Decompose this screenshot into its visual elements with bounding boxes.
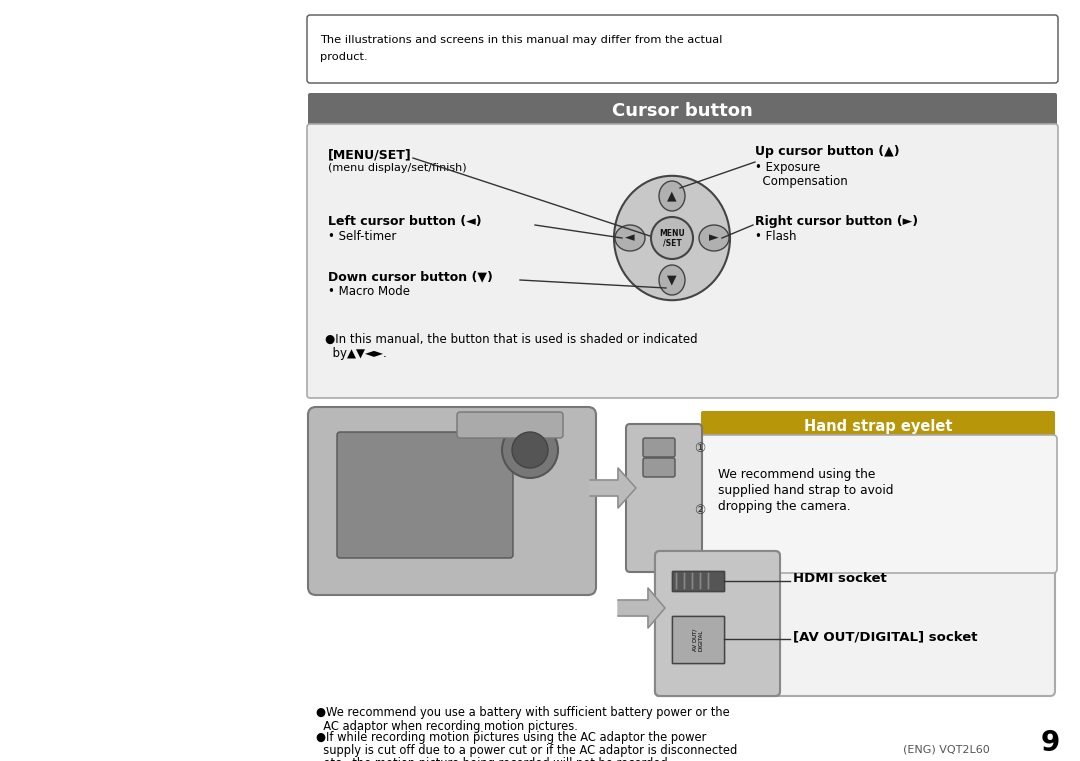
FancyBboxPatch shape [672,571,724,591]
FancyBboxPatch shape [308,407,596,595]
FancyBboxPatch shape [307,124,1058,398]
Text: etc., the motion picture being recorded will not be recorded.: etc., the motion picture being recorded … [316,757,672,761]
Text: 9: 9 [1041,729,1059,757]
Text: ●In this manual, the button that is used is shaded or indicated: ●In this manual, the button that is used… [325,333,698,346]
FancyBboxPatch shape [457,412,563,438]
Text: supply is cut off due to a power cut or if the AC adaptor is disconnected: supply is cut off due to a power cut or … [316,744,738,757]
Text: dropping the camera.: dropping the camera. [718,500,851,513]
FancyBboxPatch shape [654,551,1055,696]
Polygon shape [618,588,665,628]
FancyBboxPatch shape [654,551,780,696]
Circle shape [512,432,548,468]
Text: /SET: /SET [663,238,681,247]
Text: • Macro Mode: • Macro Mode [328,285,410,298]
Text: ▼: ▼ [667,273,677,286]
Text: supplied hand strap to avoid: supplied hand strap to avoid [718,484,893,497]
Text: AC adaptor when recording motion pictures.: AC adaptor when recording motion picture… [316,720,578,733]
Text: [AV OUT/DIGITAL] socket: [AV OUT/DIGITAL] socket [793,631,977,644]
Text: MENU: MENU [659,230,685,238]
Text: • Flash: • Flash [755,230,797,243]
Text: Cursor button: Cursor button [611,102,753,120]
FancyBboxPatch shape [307,15,1058,83]
Text: ●We recommend you use a battery with sufficient battery power or the: ●We recommend you use a battery with suf… [316,706,730,719]
Ellipse shape [659,181,685,211]
FancyBboxPatch shape [643,458,675,477]
Polygon shape [590,468,636,508]
FancyBboxPatch shape [672,616,724,663]
Ellipse shape [659,265,685,295]
Text: ①: ① [694,441,705,454]
Text: Right cursor button (►): Right cursor button (►) [755,215,918,228]
Text: • Exposure: • Exposure [755,161,820,174]
Text: product.: product. [320,52,367,62]
Text: • Self-timer: • Self-timer [328,230,396,243]
Text: ▲: ▲ [667,189,677,202]
FancyBboxPatch shape [654,551,780,696]
Text: [MENU/SET]: [MENU/SET] [328,148,411,161]
Text: Compensation: Compensation [755,175,848,188]
FancyBboxPatch shape [701,411,1055,441]
Circle shape [502,422,558,478]
FancyBboxPatch shape [699,435,1057,573]
Text: by▲▼◄►.: by▲▼◄►. [325,347,387,360]
FancyBboxPatch shape [308,93,1057,129]
Text: We recommend using the: We recommend using the [718,468,876,481]
Text: ◄: ◄ [625,231,635,244]
Text: Hand strap eyelet: Hand strap eyelet [804,419,953,434]
Text: HDMI socket: HDMI socket [793,572,887,585]
Ellipse shape [615,176,730,300]
Text: The illustrations and screens in this manual may differ from the actual: The illustrations and screens in this ma… [320,35,723,45]
Text: AV OUT/
DIGITAL: AV OUT/ DIGITAL [692,629,703,651]
Text: ►: ► [710,231,719,244]
FancyBboxPatch shape [643,438,675,457]
FancyBboxPatch shape [672,571,724,591]
Text: Up cursor button (▲): Up cursor button (▲) [755,145,900,158]
Ellipse shape [699,225,729,251]
FancyBboxPatch shape [626,424,702,572]
Text: Down cursor button (▼): Down cursor button (▼) [328,270,492,283]
Ellipse shape [615,225,645,251]
Circle shape [651,217,693,259]
Text: ②: ② [694,504,705,517]
Text: Left cursor button (◄): Left cursor button (◄) [328,215,482,228]
Text: ●If while recording motion pictures using the AC adaptor the power: ●If while recording motion pictures usin… [316,731,706,744]
Text: (menu display/set/finish): (menu display/set/finish) [328,163,467,173]
FancyBboxPatch shape [337,432,513,558]
Text: (ENG) VQT2L60: (ENG) VQT2L60 [903,744,990,754]
Text: AV OUT/
DIGITAL: AV OUT/ DIGITAL [692,629,703,651]
FancyBboxPatch shape [672,616,724,663]
